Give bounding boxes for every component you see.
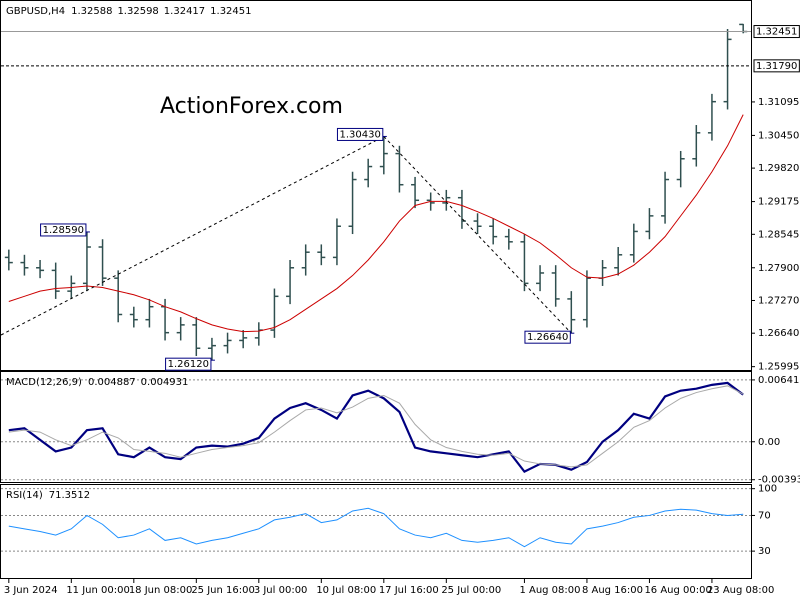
- annotation-label: 1.26640: [527, 332, 568, 343]
- current-price-label-box: [753, 25, 800, 39]
- x-tick-label: 8 Aug 16:00: [582, 585, 643, 596]
- y-tick-label: 1.27270: [758, 295, 799, 306]
- y-tick-label: 1.28545: [758, 229, 799, 240]
- x-tick-label: 11 Jun 00:00: [66, 585, 130, 596]
- y-tick-label: 30: [758, 546, 771, 557]
- panel-title: GBPUSD,H4: [6, 6, 65, 17]
- panel-header-value: 1.32417: [164, 6, 205, 17]
- annotation-label-group: 1.28590: [40, 223, 87, 237]
- x-tick-label: 18 Jun 08:00: [129, 585, 193, 596]
- x-tick-label: 3 Jul 00:00: [254, 585, 308, 596]
- x-tick-label: 17 Jul 16:00: [379, 585, 439, 596]
- y-tick-label: 1.26640: [758, 328, 799, 339]
- annotation-label-box: [40, 223, 87, 237]
- current-price-label-group: 1.32451: [753, 25, 800, 39]
- level-label-box: [753, 59, 800, 73]
- annotation-label: 1.28590: [43, 225, 84, 236]
- panel-header-value: 0.004887: [88, 377, 136, 388]
- y-tick-label: 1.29175: [758, 197, 799, 208]
- panel-header-value: 71.3512: [49, 490, 90, 501]
- annotation-label-box: [165, 357, 212, 371]
- annotation-label: 1.30430: [339, 129, 380, 140]
- x-tick-label: 3 Jun 2024: [4, 585, 58, 596]
- annotation-label: 1.26120: [168, 359, 209, 370]
- level-label-group: 1.31790: [753, 59, 800, 73]
- annotation-label-group: 1.26120: [165, 357, 212, 371]
- panel-frame: [0, 0, 752, 371]
- x-tick-label: 23 Aug 08:00: [707, 585, 774, 596]
- y-tick-label: 0.00: [758, 437, 780, 448]
- annotation-label-box: [336, 127, 384, 141]
- y-tick-label: 1.31095: [758, 97, 799, 108]
- panel-header-value: 1.32598: [117, 6, 158, 17]
- series-line: [8, 381, 744, 474]
- series-line: [8, 507, 744, 548]
- y-tick-label: 70: [758, 510, 771, 521]
- panel-header-value: 1.32588: [71, 6, 112, 17]
- x-tick-label: 1 Aug 08:00: [519, 585, 580, 596]
- current-price-label: 1.32451: [756, 27, 797, 38]
- x-tick-label: 10 Jul 08:00: [316, 585, 376, 596]
- series-line: [8, 385, 744, 468]
- panel-title: RSI(14): [6, 490, 43, 501]
- annotation-label-group: 1.26640: [524, 330, 571, 344]
- panel-header-value: 1.32451: [210, 6, 251, 17]
- y-tick-label: 100: [758, 484, 777, 495]
- x-tick-label: 16 Aug 00:00: [644, 585, 711, 596]
- annotation-label-group: 1.30430: [336, 127, 384, 141]
- series-line: [8, 114, 744, 333]
- y-tick-label: 0.006413: [758, 375, 800, 386]
- y-tick-label: 1.25995: [758, 362, 799, 373]
- y-tick-label: 1.30450: [758, 130, 799, 141]
- panel-title: MACD(12,26,9): [6, 377, 82, 388]
- watermark: ActionForex.com: [160, 94, 343, 119]
- x-tick-label: 25 Jul 00:00: [441, 585, 501, 596]
- y-tick-label: 1.27900: [758, 263, 799, 274]
- panel-frame: [0, 484, 752, 579]
- y-tick-label: -0.003938: [758, 475, 800, 486]
- panel-header-value: 0.004931: [141, 377, 189, 388]
- level-label: 1.31790: [756, 61, 797, 72]
- y-tick-label: 1.29820: [758, 163, 799, 174]
- panel-frame: [0, 371, 752, 483]
- x-tick-label: 25 Jun 16:00: [191, 585, 255, 596]
- annotation-label-box: [524, 330, 571, 344]
